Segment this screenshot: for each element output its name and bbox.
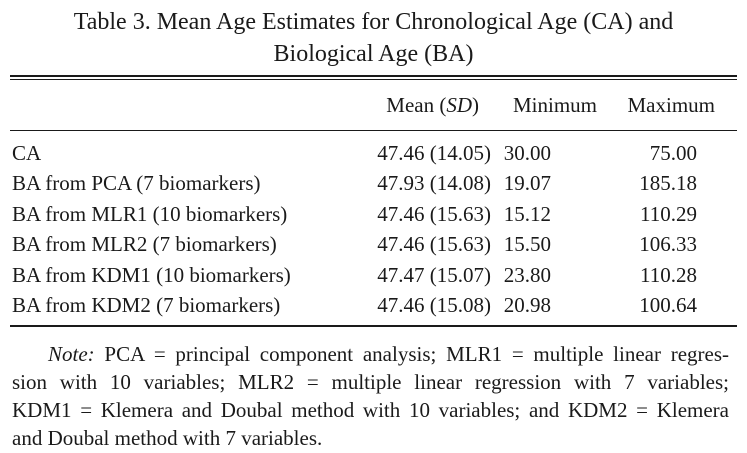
table-row: BA from KDM1 (10 biomarkers) 47.47 (15.0… xyxy=(0,260,747,290)
note-line-2: sion with 10 variables; MLR2 = multiple … xyxy=(12,370,729,394)
header-mean: Mean (SD) xyxy=(386,90,479,120)
row-label: BA from KDM2 (7 biomarkers) xyxy=(12,293,281,317)
row-minimum: 30.00 xyxy=(503,141,551,165)
row-minimum: 23.80 xyxy=(503,263,551,287)
header-mean-sd: SD xyxy=(446,93,472,117)
table-row: BA from KDM2 (7 biomarkers) 47.46 (15.08… xyxy=(0,290,747,320)
row-label: CA xyxy=(12,141,42,165)
table-row: BA from MLR1 (10 biomarkers) 47.46 (15.6… xyxy=(0,199,747,229)
row-label: BA from MLR1 (10 biomarkers) xyxy=(12,202,288,226)
table-header-row: Mean (SD) Minimum Maximum xyxy=(0,90,747,120)
row-minimum: 15.12 xyxy=(503,202,551,226)
row-mean: 47.47 (15.07) xyxy=(377,263,491,287)
note-line-1: Note: PCA = principal component analysis… xyxy=(12,340,729,368)
row-label: BA from MLR2 (7 biomarkers) xyxy=(12,232,277,256)
row-label: BA from KDM1 (10 biomarkers) xyxy=(12,263,291,287)
row-minimum: 15.50 xyxy=(503,232,551,256)
table-note: Note: PCA = principal component analysis… xyxy=(12,340,729,452)
row-minimum: 19.07 xyxy=(503,171,551,195)
row-maximum: 185.18 xyxy=(639,171,697,195)
row-maximum: 106.33 xyxy=(639,232,697,256)
row-mean: 47.46 (15.63) xyxy=(377,232,491,256)
header-maximum: Maximum xyxy=(627,93,716,117)
note-label: Note: xyxy=(48,342,95,366)
bottom-rule xyxy=(10,325,737,327)
header-minimum: Minimum xyxy=(512,93,597,117)
table-row: BA from PCA (7 biomarkers) 47.93 (14.08)… xyxy=(0,168,747,198)
row-label: BA from PCA (7 biomarkers) xyxy=(12,171,261,195)
row-minimum: 20.98 xyxy=(503,293,551,317)
note-line-3: KDM1 = Klemera and Doubal method with 10… xyxy=(12,398,729,422)
row-mean: 47.93 (14.08) xyxy=(377,171,491,195)
caption-line-1: Table 3. Mean Age Estimates for Chronolo… xyxy=(73,9,674,35)
row-maximum: 110.28 xyxy=(640,263,697,287)
note-line-1-text: PCA = principal component analysis; MLR1… xyxy=(104,342,730,366)
table-row: CA 47.46 (14.05) 30.00 75.00 xyxy=(0,138,747,168)
caption-line-2: Biological Age (BA) xyxy=(273,41,474,67)
row-maximum: 110.29 xyxy=(640,202,697,226)
table-row: BA from MLR2 (7 biomarkers) 47.46 (15.63… xyxy=(0,229,747,259)
row-maximum: 75.00 xyxy=(649,141,697,165)
top-rule-secondary xyxy=(10,79,737,80)
row-mean: 47.46 (14.05) xyxy=(377,141,491,165)
header-mean-prefix: Mean ( xyxy=(386,93,447,117)
top-rule xyxy=(10,75,737,77)
table-caption: Table 3. Mean Age Estimates for Chronolo… xyxy=(0,6,747,70)
row-mean: 47.46 (15.08) xyxy=(377,293,491,317)
header-mean-suffix: ) xyxy=(472,93,479,117)
row-mean: 47.46 (15.63) xyxy=(377,202,491,226)
row-maximum: 100.64 xyxy=(639,293,697,317)
note-line-4: and Doubal method with 7 variables. xyxy=(12,426,323,450)
header-rule xyxy=(10,130,737,131)
